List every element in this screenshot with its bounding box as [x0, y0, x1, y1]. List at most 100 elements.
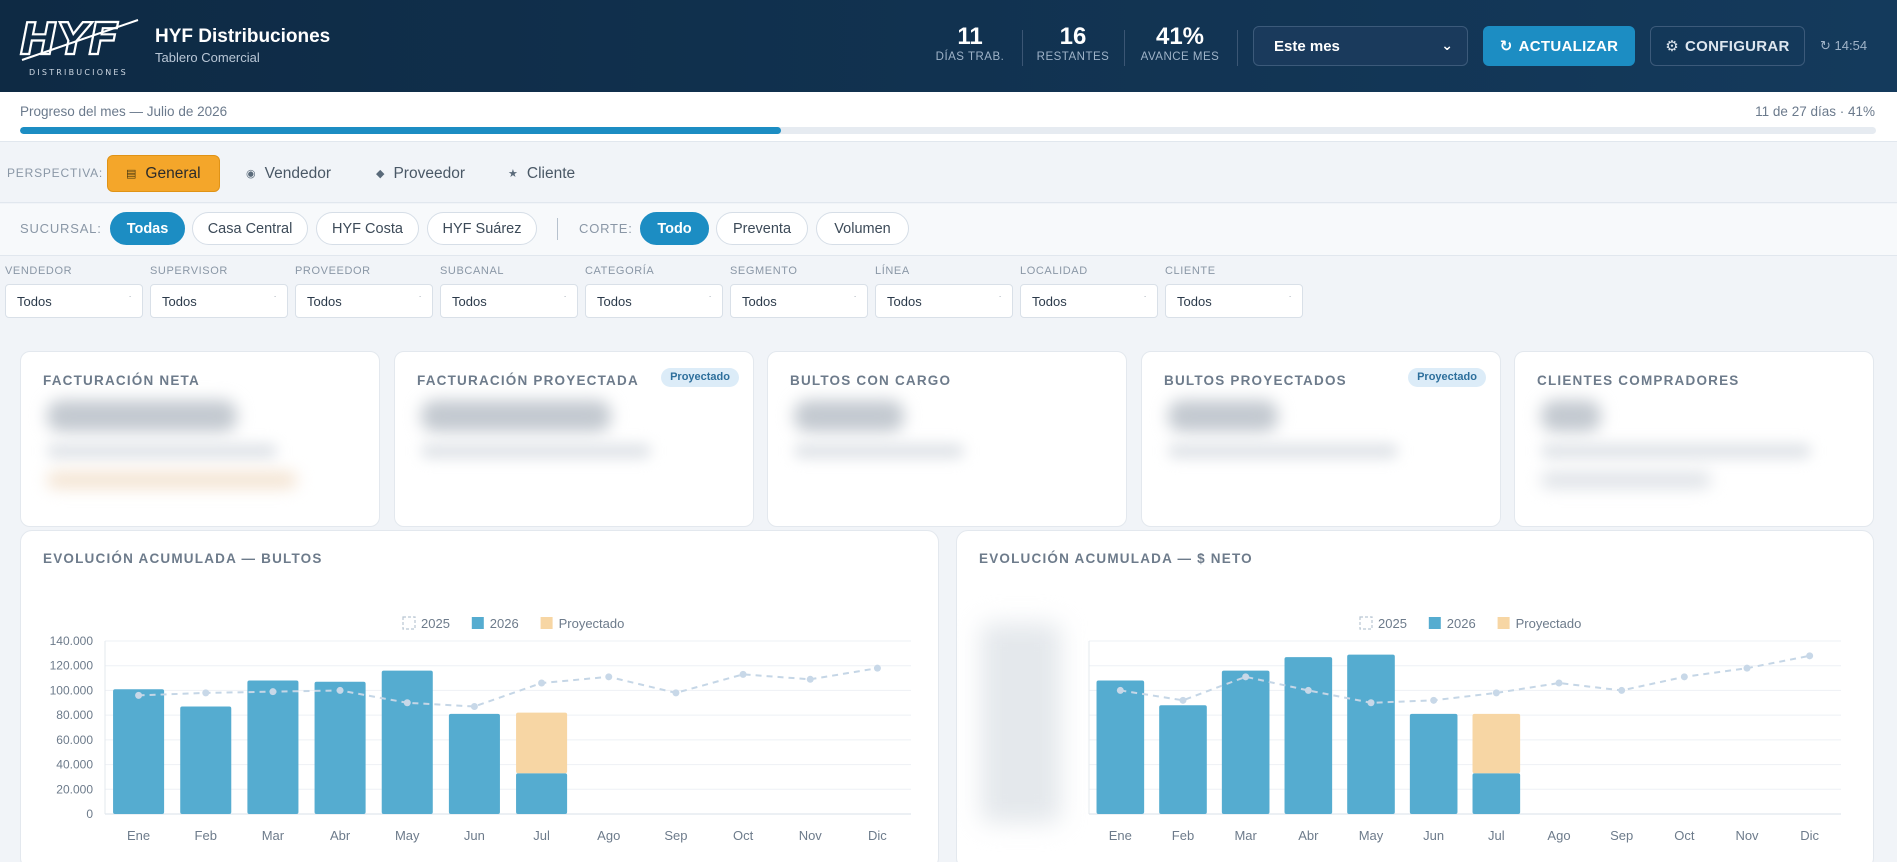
- bar-2026: [1472, 773, 1521, 814]
- perspective-bar: PERSPECTIVA: ▤ General ◉ Vendedor ◆ Prov…: [0, 143, 1897, 203]
- x-tick-label: Abr: [330, 828, 351, 843]
- chart-card-bultos: EVOLUCIÓN ACUMULADA — BULTOS 0 20.000 40.0…: [20, 530, 939, 862]
- update-button[interactable]: ↻ ACTUALIZAR: [1483, 26, 1635, 66]
- chevron-down-icon: ˙: [1144, 295, 1147, 305]
- chart-card-neto: EVOLUCIÓN ACUMULADA — $ NETO 2025 2026 Pro…: [956, 530, 1874, 862]
- x-tick-label: Ago: [1547, 828, 1570, 843]
- kpi-detail-redacted: [794, 444, 964, 458]
- filter-vendedor: VENDEDOR Todos ˙: [5, 265, 143, 318]
- x-tick-label: Oct: [733, 828, 754, 843]
- bar-2026: [516, 773, 568, 814]
- filter-select[interactable]: Todos ˙: [440, 284, 578, 318]
- stat-label: AVANCE MES: [1140, 51, 1220, 63]
- kpi-detail-redacted: [47, 444, 277, 458]
- star-icon: ★: [508, 168, 518, 180]
- kpi-title: FACTURACIÓN PROYECTADA: [417, 373, 639, 388]
- bar-projected: [1472, 713, 1521, 774]
- cut-label: CORTE:: [579, 221, 633, 236]
- point-2025: [135, 691, 143, 699]
- chevron-down-icon: ˙: [1289, 295, 1292, 305]
- point-2025: [1555, 679, 1563, 687]
- chevron-down-icon: ⌄: [1441, 37, 1453, 53]
- stat-label: DÍAS TRAB.: [935, 51, 1005, 63]
- branch-hyf-costa[interactable]: HYF Costa: [316, 212, 419, 245]
- filter-label: CLIENTE: [1165, 265, 1216, 277]
- point-2025: [672, 689, 680, 697]
- filter-select[interactable]: Todos ˙: [5, 284, 143, 318]
- filter-value: Todos: [887, 294, 922, 309]
- point-2025: [202, 689, 210, 697]
- x-tick-label: May: [395, 828, 420, 843]
- legend-swatch-projected: [1497, 617, 1510, 629]
- bar-2026: [1159, 705, 1207, 814]
- x-tick-label: Dic: [868, 828, 887, 843]
- progress-track: [20, 127, 1876, 134]
- clock-time: 14:54: [1834, 38, 1868, 53]
- config-button[interactable]: ⚙ CONFIGURAR: [1650, 26, 1805, 66]
- bar-projected: [516, 712, 568, 774]
- perspective-proveedor[interactable]: ◆ Proveedor: [358, 155, 483, 192]
- filter-subcanal: SUBCANAL Todos ˙: [440, 265, 578, 318]
- kpi-value-redacted: [1168, 400, 1278, 432]
- legend-label: Proyectado: [559, 616, 625, 631]
- filter-linea: LÍNEA Todos ˙: [875, 265, 1013, 318]
- point-2025: [605, 673, 613, 681]
- filter-select[interactable]: Todos ˙: [1165, 284, 1303, 318]
- filter-proveedor: PROVEEDOR Todos ˙: [295, 265, 433, 318]
- kpi-value-redacted: [794, 400, 904, 432]
- filter-value: Todos: [1032, 294, 1067, 309]
- point-2025: [1179, 696, 1187, 704]
- filter-select[interactable]: Todos ˙: [1020, 284, 1158, 318]
- y-tick-label: 40.000: [56, 758, 93, 772]
- filter-select[interactable]: Todos ˙: [875, 284, 1013, 318]
- filter-label: PROVEEDOR: [295, 265, 371, 277]
- filter-select[interactable]: Todos ˙: [730, 284, 868, 318]
- refresh-icon: ↻: [1499, 38, 1513, 55]
- filter-label: LÍNEA: [875, 265, 910, 277]
- x-tick-label: Jul: [533, 828, 550, 843]
- filter-select[interactable]: Todos ˙: [295, 284, 433, 318]
- cut-preventa[interactable]: Preventa: [716, 212, 808, 245]
- projected-badge: Proyectado: [661, 368, 739, 387]
- perspective-vendedor[interactable]: ◉ Vendedor: [228, 155, 349, 192]
- perspective-option-label: Proveedor: [393, 164, 465, 182]
- filter-label: SEGMENTO: [730, 265, 798, 277]
- x-tick-label: Mar: [262, 828, 285, 843]
- filter-value: Todos: [742, 294, 777, 309]
- x-tick-label: May: [1359, 828, 1384, 843]
- chevron-down-icon: ˙: [419, 295, 422, 305]
- branch-todas[interactable]: Todas: [110, 212, 185, 245]
- stat-worked-days: 11 DÍAS TRAB.: [930, 24, 1010, 64]
- filter-select[interactable]: Todos ˙: [585, 284, 723, 318]
- bar-2026: [448, 713, 500, 814]
- filter-segmento: SEGMENTO Todos ˙: [730, 265, 868, 318]
- perspective-cliente[interactable]: ★ Cliente: [490, 155, 593, 192]
- y-tick-label: 80.000: [56, 708, 93, 722]
- legend-swatch-projected: [540, 617, 553, 629]
- perspective-option-label: General: [145, 164, 201, 182]
- cut-todo[interactable]: Todo: [640, 212, 709, 245]
- kpi-trend-redacted: [1541, 472, 1711, 488]
- stat-remaining-days: 16 RESTANTES: [1032, 24, 1114, 64]
- chevron-down-icon: ˙: [564, 295, 567, 305]
- perspective-general[interactable]: ▤ General: [107, 155, 220, 192]
- point-2025: [1304, 686, 1312, 694]
- filter-select[interactable]: Todos ˙: [150, 284, 288, 318]
- point-2025: [403, 699, 411, 707]
- branch-casa-central[interactable]: Casa Central: [192, 212, 308, 245]
- branch-hyf-suarez[interactable]: HYF Suárez: [427, 212, 537, 245]
- neto-chart: 2025 2026 Proyectado Ene Feb Mar Abr May Jun Jul A…: [1088, 616, 1841, 843]
- perspective-option-label: Vendedor: [264, 164, 331, 182]
- branch-filter-row: SUCURSAL: Todas Casa Central HYF Costa H…: [0, 204, 1897, 256]
- kpi-clientes-compradores: CLIENTES COMPRADORES: [1514, 351, 1874, 527]
- point-2025: [739, 670, 747, 678]
- point-2025: [873, 664, 881, 672]
- cut-volumen[interactable]: Volumen: [816, 212, 909, 245]
- kpi-title: BULTOS CON CARGO: [790, 373, 952, 388]
- y-axis-redacted: [981, 623, 1061, 823]
- filter-label: CATEGORÍA: [585, 265, 655, 277]
- perspective-option-label: Cliente: [526, 164, 576, 182]
- stat-month-progress: 41% AVANCE MES: [1134, 24, 1226, 64]
- kpi-value-redacted: [47, 400, 237, 432]
- period-select[interactable]: Este mes ⌄: [1253, 26, 1468, 66]
